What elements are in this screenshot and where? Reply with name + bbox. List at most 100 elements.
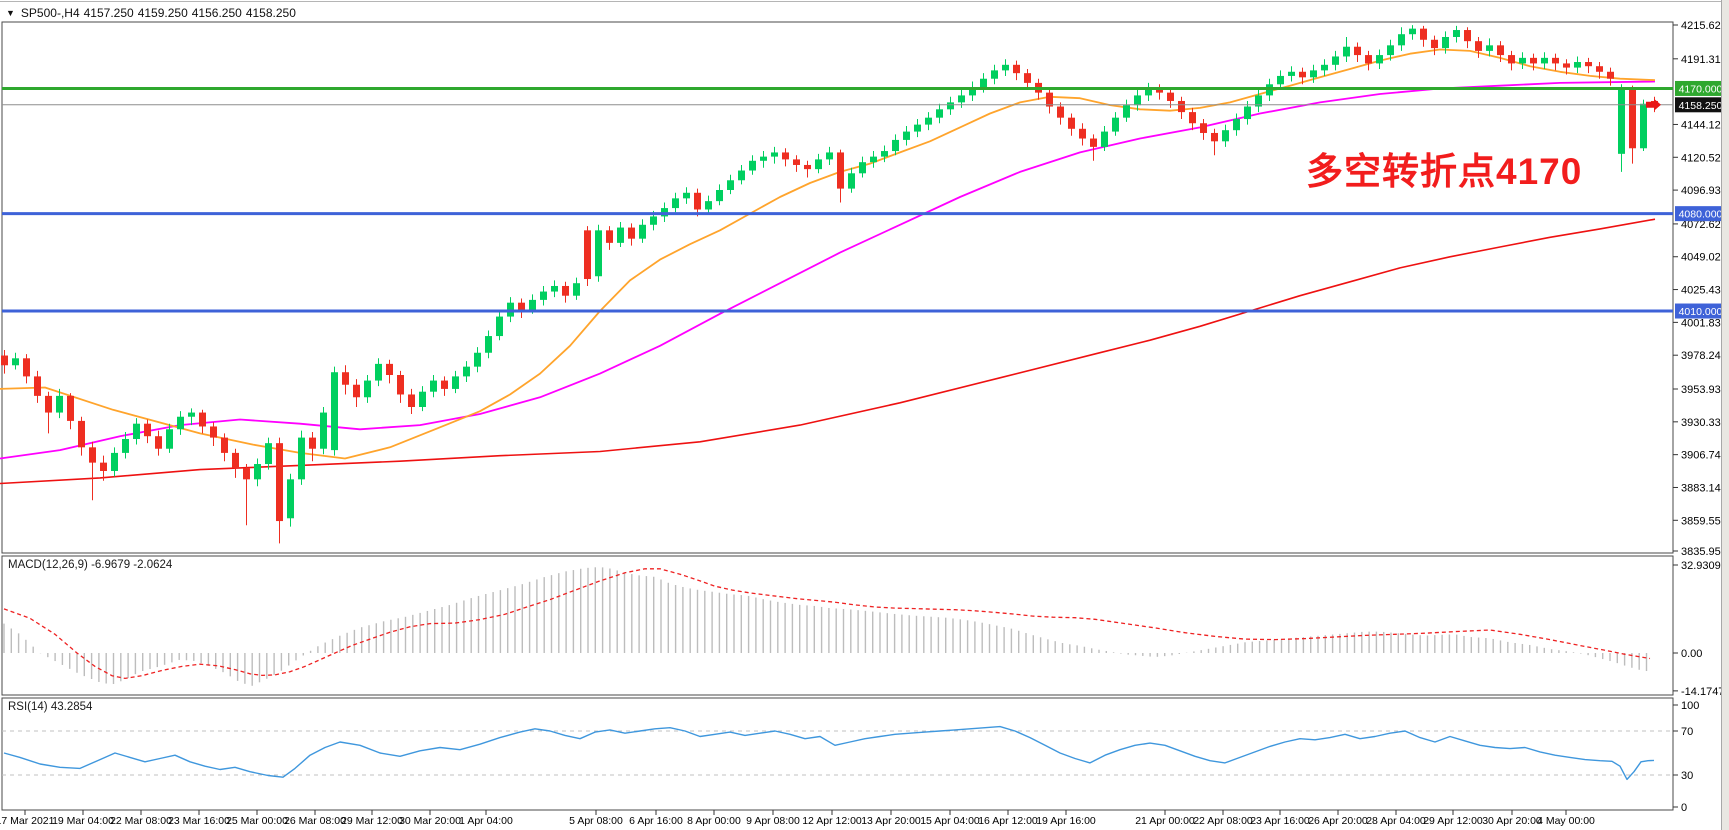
candle-body [221, 437, 228, 453]
candle-body [67, 395, 74, 421]
candle-body [1068, 117, 1075, 129]
window-scrollbar[interactable] [1721, 0, 1729, 830]
candle-body [881, 151, 888, 157]
annotation-text[interactable]: 多空转折点4170 [1306, 151, 1583, 192]
candle-body [1530, 57, 1537, 64]
candle-body [936, 109, 943, 118]
candle-body [1134, 95, 1141, 106]
candle-body [980, 78, 987, 88]
candle-body [1640, 103, 1647, 149]
candle-body [188, 412, 195, 417]
rsi-indicator-label: RSI(14) 43.2854 [8, 701, 92, 713]
candle-body [1519, 57, 1526, 64]
candle-body [1387, 45, 1394, 56]
candle-body [705, 201, 712, 210]
candle-body [969, 87, 976, 96]
svg-text:4010.000: 4010.000 [1679, 306, 1723, 318]
time-tick-label: 26 Apr 20:00 [1308, 815, 1368, 827]
candle-body [298, 437, 305, 480]
price-tick-label: 4049.025 [1681, 252, 1727, 264]
candle-body [386, 363, 393, 376]
time-tick-label: 17 Mar 2021 [0, 815, 55, 827]
candle-body [540, 291, 547, 300]
candle-body [573, 283, 580, 296]
candle-body [78, 420, 85, 448]
rsi-tick-label: 30 [1681, 770, 1693, 782]
ohlc-low: 4156.250 [191, 6, 242, 20]
candle-body [89, 447, 96, 463]
candle-body [672, 198, 679, 209]
candle-body [155, 436, 162, 449]
price-tick-label: 3906.740 [1681, 450, 1727, 462]
time-tick-label: 19 Mar 04:00 [52, 815, 114, 827]
candle-body [1365, 55, 1372, 64]
candle-body [1233, 119, 1240, 131]
candle-body [309, 437, 316, 449]
candle-body [452, 376, 459, 389]
time-tick-label: 30 Apr 20:00 [1482, 815, 1542, 827]
candle-body [518, 302, 525, 310]
price-tick-label: 3978.240 [1681, 350, 1727, 362]
candle-body [1618, 89, 1625, 154]
candle-body [1156, 88, 1163, 93]
candle-body [815, 159, 822, 170]
candle-body [1288, 71, 1295, 76]
time-tick-label: 5 Apr 08:00 [569, 815, 623, 827]
candle-body [1629, 89, 1636, 149]
price-tick-label: 3930.335 [1681, 417, 1727, 429]
candle-body [430, 380, 437, 392]
candle-body [23, 358, 30, 377]
candle-body [485, 336, 492, 353]
candle-body [837, 152, 844, 189]
candle-body [782, 152, 789, 160]
candle-body [397, 375, 404, 395]
price-tick-label: 4191.310 [1681, 54, 1727, 66]
candle-body [1464, 30, 1471, 42]
candle-body [595, 230, 602, 277]
candle-body [562, 285, 569, 296]
candle-body [1596, 66, 1603, 72]
candle-body [1013, 64, 1020, 74]
candle-body [892, 139, 899, 152]
macd-tick-label: 32.9309 [1681, 560, 1721, 572]
candle-body [320, 412, 327, 449]
candle-body [1101, 131, 1108, 147]
candle-body [1376, 55, 1383, 64]
price-tick-label: 3835.955 [1681, 546, 1727, 558]
candle-body [529, 299, 536, 310]
svg-text:4080.000: 4080.000 [1679, 209, 1723, 221]
time-tick-label: 29 Apr 12:00 [1423, 815, 1483, 827]
candle-body [826, 152, 833, 160]
candle-body [1343, 46, 1350, 57]
macd-values: -6.9679 -2.0624 [91, 559, 173, 571]
candle-body [1442, 36, 1449, 49]
candle-body [276, 443, 283, 522]
price-tick-label: 4144.120 [1681, 119, 1727, 131]
candle-body [331, 372, 338, 451]
candle-body [111, 452, 118, 471]
price-tick-label: 4072.620 [1681, 219, 1727, 231]
time-tick-label: 22 Mar 08:00 [110, 815, 172, 827]
time-tick-label: 30 Mar 20:00 [399, 815, 461, 827]
candle-body [463, 366, 470, 377]
candle-body [210, 426, 217, 438]
level-price-badge: 4010.000 [1675, 303, 1726, 319]
time-tick-label: 23 Apr 16:00 [1250, 815, 1310, 827]
candle-body [34, 376, 41, 396]
rsi-tick-label: 70 [1681, 726, 1693, 738]
window-top-divider [0, 1, 1729, 2]
time-tick-label: 15 Apr 04:00 [920, 815, 980, 827]
candle-body [232, 452, 239, 469]
candle-body [793, 159, 800, 165]
price-arrow-icon [1646, 98, 1661, 111]
candle-body [1607, 71, 1614, 79]
candle-body [287, 479, 294, 519]
candle-body [56, 395, 63, 413]
svg-text:4170.000: 4170.000 [1679, 83, 1723, 95]
candle-body [1574, 62, 1581, 68]
time-tick-label: 21 Apr 00:00 [1135, 815, 1195, 827]
symbol-dropdown-icon[interactable]: ▼ [6, 8, 15, 18]
candle-body [1046, 92, 1053, 107]
